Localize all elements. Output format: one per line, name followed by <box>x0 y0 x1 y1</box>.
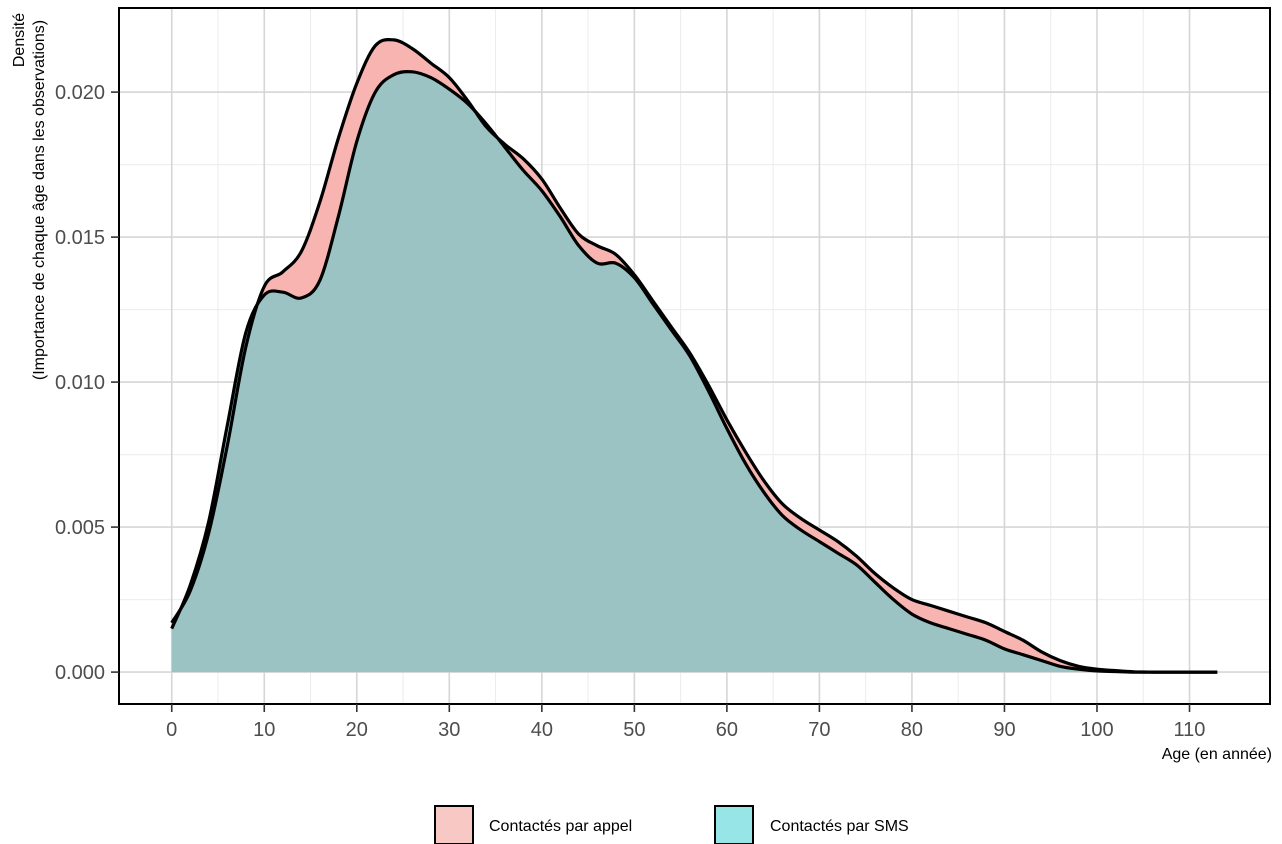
y-axis-ticks: 0.000 0.005 0.010 0.015 0.020 <box>55 82 119 684</box>
y-tick-label: 0.020 <box>55 82 105 104</box>
x-tick-label: 10 <box>253 719 275 741</box>
y-tick-label: 0.010 <box>55 372 105 394</box>
y-tick-label: 0.000 <box>55 662 105 684</box>
x-axis-title: Age (en année) <box>1162 746 1272 763</box>
y-tick-label: 0.005 <box>55 517 105 539</box>
legend-item-sms: Contactés par SMS <box>714 805 909 844</box>
x-tick-label: 100 <box>1080 719 1113 741</box>
y-axis-title-line2: (Importance de chaque âge dans les obser… <box>31 20 48 380</box>
x-tick-label: 80 <box>901 719 923 741</box>
legend: Contactés par appel Contactés par SMS <box>434 805 909 844</box>
legend-swatch-sms <box>714 805 754 844</box>
y-tick-label: 0.015 <box>55 227 105 249</box>
x-tick-label: 0 <box>166 719 177 741</box>
y-axis-title-line1: Densité <box>11 13 28 67</box>
x-tick-label: 50 <box>623 719 645 741</box>
x-axis-ticks: 0 10 20 30 40 50 60 70 80 90 100 110 <box>166 704 1205 741</box>
legend-swatch-appel <box>434 805 474 844</box>
plot-border <box>118 7 1271 705</box>
x-tick-label: 40 <box>531 719 553 741</box>
x-tick-label: 110 <box>1174 719 1206 741</box>
density-line-sms <box>170 69 1218 674</box>
x-tick-label: 20 <box>346 719 368 741</box>
x-tick-label: 30 <box>438 719 460 741</box>
x-tick-label: 70 <box>808 719 830 741</box>
legend-item-appel: Contactés par appel <box>434 805 632 844</box>
legend-label-appel: Contactés par appel <box>489 818 632 835</box>
legend-label-sms: Contactés par SMS <box>770 818 909 835</box>
density-lines <box>170 37 1218 674</box>
density-areas <box>171 39 1218 673</box>
x-tick-label: 60 <box>716 719 738 741</box>
density-area-overlap <box>171 71 1218 673</box>
x-tick-label: 90 <box>993 719 1015 741</box>
